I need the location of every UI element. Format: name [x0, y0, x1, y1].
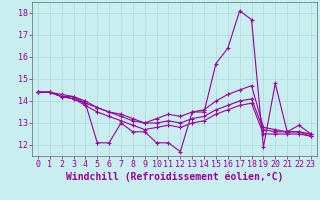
X-axis label: Windchill (Refroidissement éolien,°C): Windchill (Refroidissement éolien,°C)	[66, 172, 283, 182]
